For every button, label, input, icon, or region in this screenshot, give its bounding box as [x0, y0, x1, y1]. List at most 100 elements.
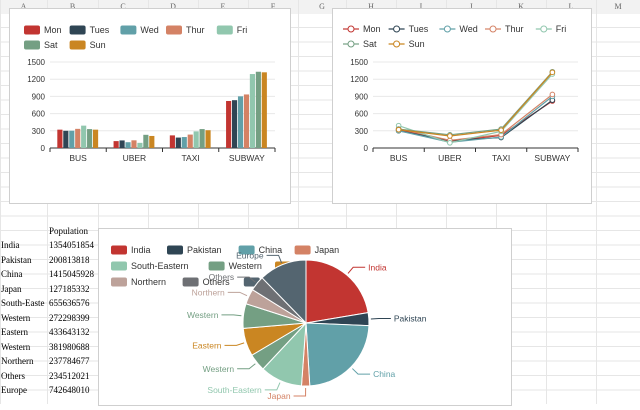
bar[interactable] [232, 100, 237, 148]
y-tick-label: 1500 [350, 58, 368, 67]
legend-item[interactable]: Northern [111, 277, 166, 287]
bar[interactable] [194, 131, 199, 148]
bar[interactable] [93, 130, 98, 148]
pie-slice[interactable] [306, 260, 368, 323]
table-value-cell[interactable]: 742648010 [49, 383, 97, 397]
table-label-cell[interactable]: South-Easte [1, 296, 47, 310]
x-tick-label: TAXI [492, 153, 510, 163]
table-label-cell[interactable]: China [1, 267, 47, 281]
bar[interactable] [75, 129, 80, 148]
bar[interactable] [87, 129, 92, 148]
bar[interactable] [120, 140, 125, 148]
table-label-cell[interactable]: India [1, 238, 47, 252]
table-label-cell[interactable]: Eastern [1, 325, 47, 339]
table-value-cell[interactable]: 127185332 [49, 282, 97, 296]
slice-label: Western [203, 364, 235, 374]
svg-text:Fri: Fri [556, 24, 567, 34]
legend-item[interactable]: Japan [295, 245, 340, 255]
legend-item[interactable]: Mon [343, 24, 381, 34]
table-label-cell[interactable]: Japan [1, 282, 47, 296]
table-value-cell[interactable]: 272298399 [49, 311, 97, 325]
table-value-cell[interactable]: 381980688 [49, 340, 97, 354]
bar[interactable] [188, 135, 193, 148]
label-line [228, 292, 247, 295]
table-label-cell[interactable]: Western [1, 311, 47, 325]
table-value-cell[interactable]: 1415045928 [49, 267, 97, 281]
legend-item[interactable]: Sun [389, 39, 425, 49]
bar[interactable] [244, 94, 249, 148]
table-label-cell[interactable]: Western [1, 340, 47, 354]
legend-item[interactable]: Wed [439, 24, 477, 34]
bar[interactable] [125, 142, 130, 148]
table-value-cell[interactable]: 200813818 [49, 253, 97, 267]
table-label-cell[interactable]: Others [1, 369, 47, 383]
bar[interactable] [182, 137, 187, 148]
bar[interactable] [57, 130, 62, 148]
bar[interactable] [143, 135, 148, 148]
data-point[interactable] [550, 70, 555, 75]
bar[interactable] [69, 131, 74, 148]
column-header-M[interactable]: M [614, 2, 621, 11]
x-tick-label: BUS [390, 153, 408, 163]
legend-item[interactable]: Fri [217, 25, 248, 35]
legend-item[interactable]: Tues [389, 24, 429, 34]
data-point[interactable] [396, 127, 401, 132]
pie-slice[interactable] [306, 323, 369, 386]
table-label-cell[interactable]: Northern [1, 354, 47, 368]
bar[interactable] [256, 72, 261, 148]
bar[interactable] [226, 101, 231, 148]
table-value-cell[interactable]: 1354051854 [49, 238, 97, 252]
svg-text:Wed: Wed [140, 25, 158, 35]
bar[interactable] [137, 143, 142, 148]
bar[interactable] [176, 138, 181, 148]
table-value-cell[interactable]: 237784677 [49, 354, 97, 368]
slice-label: Pakistan [394, 314, 427, 324]
legend-item[interactable]: Mon [24, 25, 62, 35]
bar[interactable] [250, 74, 255, 148]
series-line[interactable] [399, 72, 553, 136]
legend-item[interactable]: Fri [536, 24, 567, 34]
table-value-cell[interactable]: 234512021 [49, 369, 97, 383]
slice-label: Western [187, 310, 219, 320]
bar[interactable] [200, 129, 205, 148]
bar[interactable] [131, 140, 136, 148]
bar[interactable] [238, 96, 243, 148]
table-header-cell[interactable]: Population [49, 224, 97, 238]
bar[interactable] [170, 135, 175, 148]
table-label-cell[interactable]: Europe [1, 383, 47, 397]
series-line[interactable] [399, 96, 553, 142]
legend-item[interactable]: Thur [166, 25, 205, 35]
bar[interactable] [262, 72, 267, 148]
column-header-G[interactable]: G [319, 2, 325, 11]
legend-item[interactable]: Tues [70, 25, 110, 35]
data-point[interactable] [448, 141, 453, 146]
legend-item[interactable]: India [111, 245, 151, 255]
series-line[interactable] [399, 72, 553, 135]
legend-item[interactable]: Sat [24, 40, 58, 50]
data-point[interactable] [550, 92, 555, 97]
y-tick-label: 300 [355, 127, 369, 136]
legend-item[interactable]: Western [209, 261, 262, 271]
legend-item[interactable]: Sun [70, 40, 106, 50]
bar[interactable] [114, 141, 119, 148]
y-tick-label: 900 [32, 92, 46, 101]
legend-item[interactable]: Thur [485, 24, 524, 34]
legend-item[interactable]: Sat [343, 39, 377, 49]
legend-item[interactable]: Wed [120, 25, 158, 35]
legend-item[interactable]: South-Eastern [111, 261, 189, 271]
table-value-cell[interactable]: 655636576 [49, 296, 97, 310]
bar[interactable] [81, 126, 86, 148]
data-point[interactable] [499, 128, 504, 133]
bar[interactable] [149, 136, 154, 148]
bar[interactable] [205, 130, 210, 148]
table-value-cell[interactable]: 433643132 [49, 325, 97, 339]
table-label-cell[interactable]: Pakistan [1, 253, 47, 267]
data-point[interactable] [448, 134, 453, 139]
legend-item[interactable]: Pakistan [167, 245, 222, 255]
bar[interactable] [63, 131, 68, 148]
